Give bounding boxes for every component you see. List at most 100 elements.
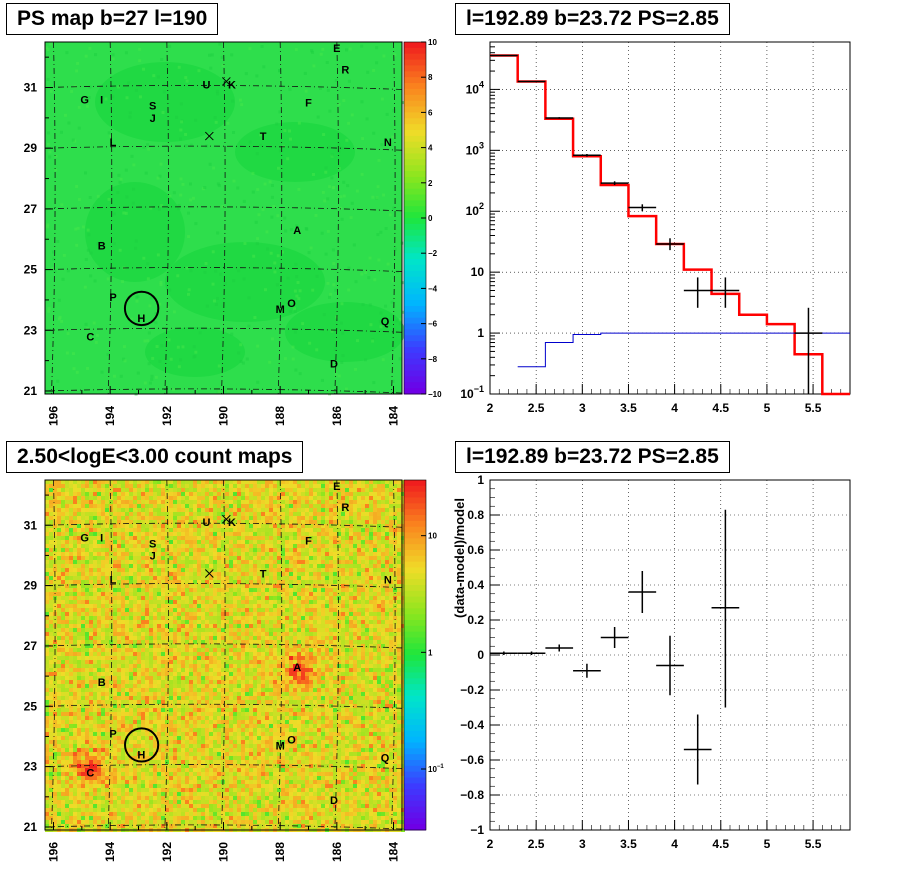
count-pixel — [317, 648, 321, 652]
count-pixel — [205, 616, 209, 620]
count-pixel — [85, 564, 89, 568]
count-pixel — [249, 584, 253, 588]
count-pixel — [221, 580, 225, 584]
count-pixel — [77, 632, 81, 636]
count-pixel — [213, 624, 217, 628]
count-pixel — [153, 536, 157, 540]
count-pixel — [269, 532, 273, 536]
count-pixel — [261, 632, 265, 636]
count-pixel — [121, 584, 125, 588]
ps-speckle — [326, 88, 330, 92]
count-pixel — [93, 644, 97, 648]
count-pixel — [353, 516, 357, 520]
count-pixel — [145, 648, 149, 652]
count-pixel — [325, 576, 329, 580]
count-pixel — [49, 572, 53, 576]
count-pixel — [253, 636, 257, 640]
count-pixel — [321, 484, 325, 488]
ps-speckle — [187, 235, 191, 239]
count-pixel — [293, 648, 297, 652]
count-pixel — [217, 656, 221, 660]
count-pixel — [385, 528, 389, 532]
ps-speckle — [337, 102, 341, 106]
count-pixel — [161, 664, 165, 668]
ps-colorbar-segment — [404, 306, 426, 313]
count-pixel — [393, 512, 397, 516]
count-pixel — [173, 648, 177, 652]
count-pixel — [357, 588, 361, 592]
count-pixel — [341, 496, 345, 500]
count-pixel — [397, 596, 401, 600]
count-pixel — [289, 552, 293, 556]
count-pixel — [361, 512, 365, 516]
count-pixel — [393, 496, 397, 500]
count-pixel — [129, 572, 133, 576]
ps-speckle — [273, 270, 277, 274]
count-pixel — [81, 552, 85, 556]
count-pixel — [49, 616, 53, 620]
count-pixel — [153, 580, 157, 584]
count-pixel — [145, 612, 149, 616]
count-pixel — [105, 528, 109, 532]
count-pixel — [105, 560, 109, 564]
count-pixel — [133, 560, 137, 564]
count-pixel — [389, 592, 393, 596]
count-pixel — [401, 568, 405, 572]
count-pixel — [77, 568, 81, 572]
count-pixel — [245, 488, 249, 492]
count-pixel — [253, 556, 257, 560]
count-pixel — [105, 624, 109, 628]
count-pixel — [317, 548, 321, 552]
count-pixel — [89, 576, 93, 580]
count-pixel — [265, 516, 269, 520]
count-pixel — [225, 532, 229, 536]
count-pixel — [373, 540, 377, 544]
count-pixel — [173, 536, 177, 540]
ps-speckle — [161, 110, 165, 114]
ps-speckle — [143, 381, 147, 385]
count-pixel — [201, 512, 205, 516]
count-pixel — [77, 552, 81, 556]
count-pixel — [69, 540, 73, 544]
count-pixel — [161, 504, 165, 508]
count-pixel — [177, 564, 181, 568]
count-pixel — [369, 576, 373, 580]
count-pixel — [157, 544, 161, 548]
count-pixel — [65, 648, 69, 652]
count-pixel — [121, 500, 125, 504]
ps-speckle — [147, 147, 151, 151]
count-pixel — [245, 644, 249, 648]
count-pixel — [117, 512, 121, 516]
ps-speckle — [185, 79, 189, 83]
count-pixel — [153, 592, 157, 596]
count-pixel — [341, 560, 345, 564]
count-pixel — [245, 508, 249, 512]
ps-speckle — [347, 79, 351, 83]
count-pixel — [329, 568, 333, 572]
count-pixel — [117, 584, 121, 588]
count-pixel — [265, 580, 269, 584]
count-pixel — [353, 508, 357, 512]
count-pixel — [109, 596, 113, 600]
count-pixel — [137, 660, 141, 664]
count-pixel — [153, 568, 157, 572]
count-pixel — [181, 560, 185, 564]
count-pixel — [293, 580, 297, 584]
ps-speckle — [138, 47, 142, 51]
count-pixel — [345, 632, 349, 636]
count-pixel — [329, 560, 333, 564]
count-pixel — [145, 616, 149, 620]
count-pixel — [345, 616, 349, 620]
count-pixel — [301, 540, 305, 544]
count-pixel — [317, 480, 321, 484]
ps-speckle — [46, 223, 50, 227]
count-pixel — [193, 592, 197, 596]
count-pixel — [145, 664, 149, 668]
count-pixel — [101, 568, 105, 572]
count-pixel — [97, 636, 101, 640]
count-pixel — [209, 500, 213, 504]
count-pixel — [377, 544, 381, 548]
ps-colorbar-segment — [404, 141, 426, 149]
count-pixel — [233, 628, 237, 632]
ps-speckle — [341, 331, 345, 335]
